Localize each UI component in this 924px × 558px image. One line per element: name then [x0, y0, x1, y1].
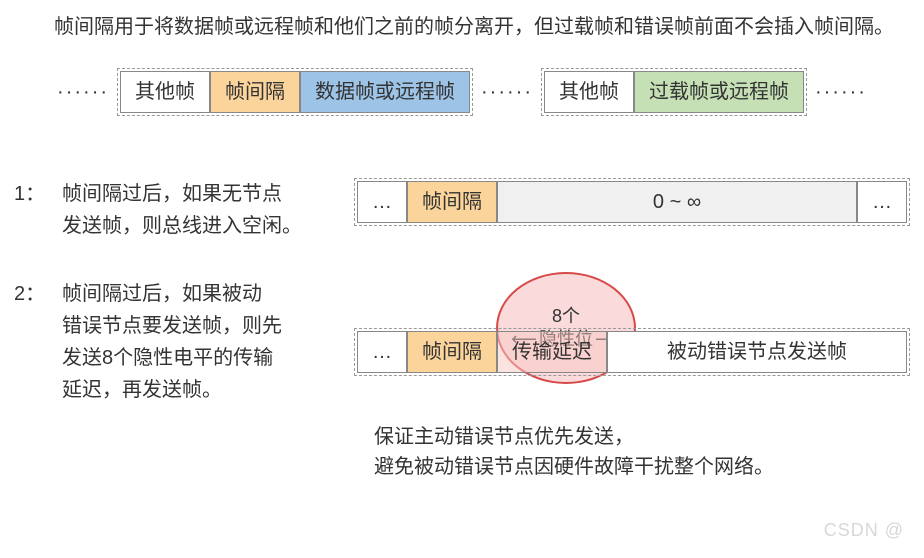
- dots: ······: [49, 75, 117, 109]
- item2-t3: 发送8个隐性电平的传输: [14, 342, 334, 374]
- frame-cell: 帧间隔: [210, 71, 300, 113]
- frame-cell: 其他帧: [544, 71, 634, 113]
- item1-num: 1：: [14, 178, 62, 210]
- item2-label: 2：帧间隔过后，如果被动 错误节点要发送帧，则先 发送8个隐性电平的传输 延迟，…: [14, 278, 354, 406]
- item1-t1: 帧间隔过后，如果无节点: [62, 183, 282, 205]
- frame-cell: …: [857, 181, 907, 223]
- frame-cell: 数据帧或远程帧: [300, 71, 470, 113]
- watermark: CSDN @: [824, 515, 904, 546]
- item1-diagram: …帧间隔0 ~ ∞…: [354, 178, 910, 226]
- item2-t4: 延迟，再发送帧。: [14, 374, 334, 406]
- dots: ······: [807, 75, 875, 109]
- bubble-l1: 8个: [498, 305, 634, 328]
- item-1: 1：帧间隔过后，如果无节点 发送帧，则总线进入空闲。 …帧间隔0 ~ ∞…: [14, 178, 910, 242]
- frame-cell: …: [357, 181, 407, 223]
- frame-cell: 帧间隔: [407, 331, 497, 373]
- item2-diagram: 8个 ⟵ 隐性位 ⟶ …帧间隔传输延迟被动错误节点发送帧: [354, 278, 910, 376]
- diagram-top: ······ 其他帧帧间隔数据帧或远程帧 ······ 其他帧过载帧或远程帧 ·…: [14, 68, 910, 116]
- frame-cell: 帧间隔: [407, 181, 497, 223]
- item2-t2: 错误节点要发送帧，则先: [14, 310, 334, 342]
- frame-cell: 0 ~ ∞: [497, 181, 857, 223]
- item1-t2: 发送帧，则总线进入空闲。: [14, 210, 334, 242]
- intro-text: 帧间隔用于将数据帧或远程帧和他们之前的帧分离开，但过载帧和错误帧前面不会插入帧间…: [14, 10, 910, 44]
- group-right: 其他帧过载帧或远程帧: [541, 68, 807, 116]
- frame-cell: 过载帧或远程帧: [634, 71, 804, 113]
- frame-cell: 其他帧: [120, 71, 210, 113]
- footnote: 保证主动错误节点优先发送， 避免被动错误节点因硬件故障干扰整个网络。: [374, 422, 910, 482]
- dots: ······: [473, 75, 541, 109]
- item1-label: 1：帧间隔过后，如果无节点 发送帧，则总线进入空闲。: [14, 178, 354, 242]
- item-2: 2：帧间隔过后，如果被动 错误节点要发送帧，则先 发送8个隐性电平的传输 延迟，…: [14, 278, 910, 406]
- frame-cell: 传输延迟: [497, 331, 607, 373]
- footnote-l1: 保证主动错误节点优先发送，: [374, 422, 910, 452]
- item2-num: 2：: [14, 278, 62, 310]
- frame-cell: 被动错误节点发送帧: [607, 331, 907, 373]
- footnote-l2: 避免被动错误节点因硬件故障干扰整个网络。: [374, 452, 910, 482]
- frame-cell: …: [357, 331, 407, 373]
- item2-t1: 帧间隔过后，如果被动: [62, 283, 262, 305]
- group-left: 其他帧帧间隔数据帧或远程帧: [117, 68, 473, 116]
